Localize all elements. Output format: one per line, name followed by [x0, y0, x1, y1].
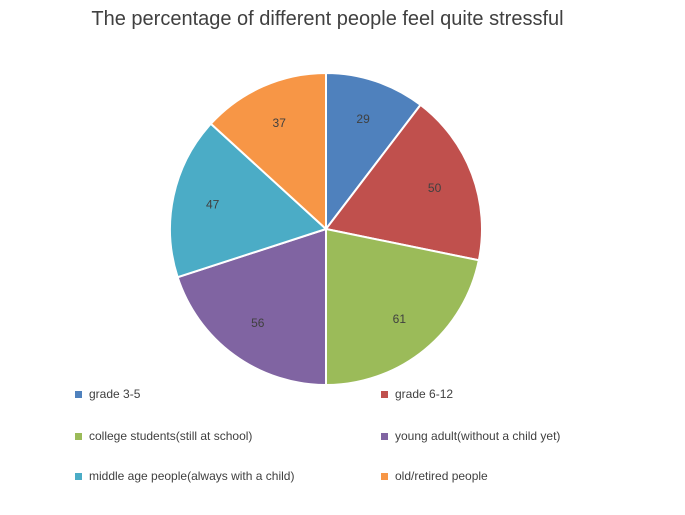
pie-slice — [325, 71, 422, 232]
data-label: 47 — [206, 197, 220, 211]
pie-slice — [325, 227, 481, 387]
legend-item: middle age people(always with a child) — [75, 469, 294, 483]
legend-item: old/retired people — [381, 469, 488, 483]
legend-swatch — [381, 432, 388, 440]
legend-label: grade 6-12 — [395, 387, 454, 401]
legend-label: college students(still at school) — [89, 429, 253, 443]
data-label: 50 — [428, 181, 442, 195]
legend-item: young adult(without a child yet) — [381, 429, 560, 443]
legend-label: grade 3-5 — [89, 387, 141, 401]
legend-label: old/retired people — [395, 469, 488, 483]
legend-swatch — [75, 390, 82, 398]
pie-slice — [324, 103, 483, 262]
data-label: 37 — [273, 116, 287, 130]
legend-swatch — [75, 432, 82, 440]
legend-item: college students(still at school) — [75, 429, 252, 443]
pie-slice — [169, 122, 328, 279]
legend-label: young adult(without a child yet) — [395, 429, 561, 443]
legend-label: middle age people(always with a child) — [89, 469, 295, 483]
legend-item: grade 3-5 — [75, 387, 140, 401]
pie-slice — [176, 227, 327, 387]
data-label: 29 — [356, 112, 370, 126]
pie-slice — [209, 71, 327, 232]
legend-swatch — [381, 472, 388, 480]
chart-title: The percentage of different people feel … — [91, 8, 564, 30]
legend-item: grade 6-12 — [381, 387, 453, 401]
data-label: 56 — [251, 316, 265, 330]
legend-swatch — [75, 472, 82, 480]
legend-swatch — [381, 390, 388, 398]
data-label: 61 — [393, 312, 407, 326]
